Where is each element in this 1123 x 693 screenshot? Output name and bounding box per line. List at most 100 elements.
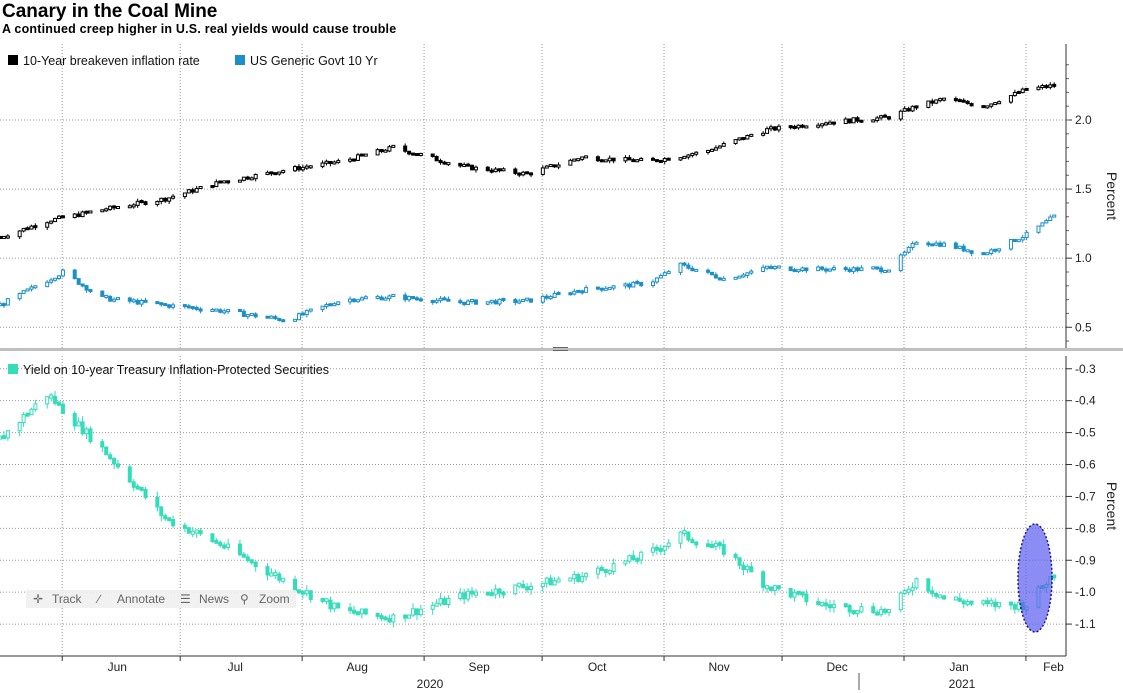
candle-body xyxy=(300,312,305,316)
candle-body xyxy=(761,266,766,272)
candle-body xyxy=(942,242,947,247)
candle-body xyxy=(639,551,644,561)
candle-body xyxy=(355,154,360,161)
candle-body xyxy=(1044,85,1049,89)
candle-body xyxy=(961,600,966,605)
candle-body xyxy=(599,566,604,571)
candle-body xyxy=(871,606,876,614)
candle-body xyxy=(717,145,722,149)
candle-body xyxy=(654,277,659,283)
candle-body xyxy=(84,285,89,291)
candle-body xyxy=(277,171,282,175)
candle-body xyxy=(690,153,695,157)
candle-body xyxy=(108,205,113,211)
candle-body xyxy=(434,299,439,303)
candle-body xyxy=(253,561,258,568)
candle-body xyxy=(969,103,974,107)
candle-body xyxy=(623,157,628,162)
x-tick-label: Oct xyxy=(588,660,607,674)
candle-body xyxy=(320,305,325,310)
candle-body xyxy=(218,180,223,184)
candle-body xyxy=(741,564,746,571)
candle-body xyxy=(749,566,754,573)
candle-body xyxy=(493,300,498,305)
candle-body xyxy=(320,597,325,602)
candle-body xyxy=(517,582,522,587)
candle-body xyxy=(375,149,380,156)
candle-body xyxy=(804,267,809,272)
candle-body xyxy=(607,157,612,162)
candle-body xyxy=(1012,91,1017,97)
candle-body xyxy=(745,134,750,140)
candle-body xyxy=(245,176,250,180)
candle-body xyxy=(682,262,687,266)
toolbar-track-button[interactable]: ✛ Track xyxy=(33,592,83,606)
candle-body xyxy=(104,294,109,298)
toolbar-zoom-button[interactable]: ⚲ Zoom xyxy=(240,592,290,606)
candle-body xyxy=(116,297,121,301)
y-tick-label: -1.0 xyxy=(1075,585,1096,599)
chart-subtitle: A continued creep higher in U.S. real yi… xyxy=(2,22,397,36)
candle-body xyxy=(182,524,187,529)
candle-body xyxy=(788,125,793,129)
candle-body xyxy=(721,143,726,147)
candle-body xyxy=(989,600,994,605)
candle-body xyxy=(540,582,545,588)
candle-body xyxy=(859,119,864,123)
candle-body xyxy=(682,530,687,535)
candle-body xyxy=(584,155,589,159)
toolbar-annotate-button[interactable]: ∕ Annotate xyxy=(95,592,165,606)
candle-body xyxy=(772,585,777,591)
candle-body xyxy=(76,278,81,285)
candle-body xyxy=(226,180,231,184)
candle-body xyxy=(631,281,636,288)
candle-body xyxy=(0,235,2,239)
candle-body xyxy=(29,286,34,290)
candle-body xyxy=(886,269,891,273)
chart-title: Canary in the Coal Mine xyxy=(2,1,218,22)
candle-body xyxy=(470,164,475,171)
candle-body xyxy=(348,158,353,162)
candle-body xyxy=(544,165,549,169)
candle-body xyxy=(595,156,600,162)
candle-body xyxy=(584,573,589,578)
candle-body xyxy=(548,164,553,168)
candle-body xyxy=(155,301,160,305)
candle-body xyxy=(442,161,447,165)
candle-body xyxy=(159,506,164,517)
candle-body xyxy=(108,295,113,302)
candle-body xyxy=(820,123,825,127)
candle-body xyxy=(359,608,364,615)
candle-body xyxy=(473,299,478,305)
candle-body xyxy=(265,566,270,576)
candle-body xyxy=(824,602,829,607)
candle-body xyxy=(163,197,168,202)
candle-body xyxy=(304,590,309,595)
candle-body xyxy=(639,157,644,161)
candle-body xyxy=(521,298,526,303)
candle-body xyxy=(804,125,809,129)
candle-body xyxy=(497,298,502,305)
candle-body xyxy=(855,117,860,122)
candle-body xyxy=(997,101,1002,105)
candle-body xyxy=(214,181,219,188)
candle-body xyxy=(45,396,50,405)
candle-body xyxy=(957,245,962,249)
track-icon: ✛ xyxy=(33,592,43,606)
candle-body xyxy=(253,313,258,318)
candle-body xyxy=(513,299,518,303)
candle-body xyxy=(21,227,26,232)
candle-body xyxy=(733,276,738,280)
candle-body xyxy=(383,616,388,621)
candle-body xyxy=(411,608,416,616)
candle-body xyxy=(572,158,577,162)
candle-body xyxy=(717,277,722,281)
candle-body xyxy=(576,573,581,582)
candle-body xyxy=(281,319,286,323)
candle-body xyxy=(210,185,215,189)
year-label-2020: 2020 xyxy=(417,677,444,691)
toolbar-news-button[interactable]: ☰ News xyxy=(180,592,229,606)
candle-body xyxy=(540,296,545,303)
y-tick-label: 1.5 xyxy=(1075,182,1092,196)
candle-body xyxy=(627,157,632,161)
